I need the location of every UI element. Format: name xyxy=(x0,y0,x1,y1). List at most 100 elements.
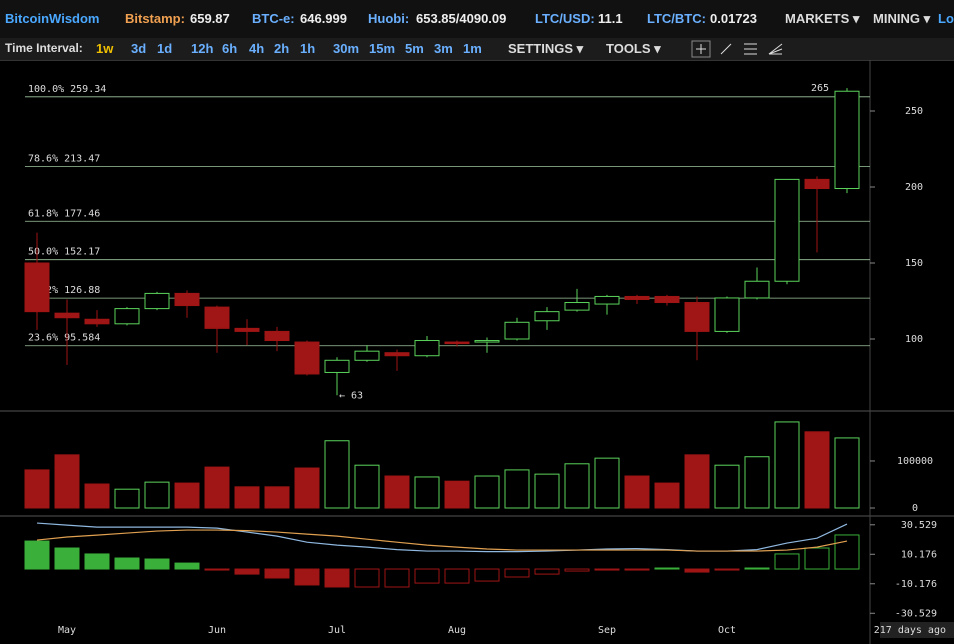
ticker-value: 11.1 xyxy=(598,11,623,26)
macd-bar xyxy=(204,568,230,571)
interval-button[interactable]: 3d xyxy=(131,41,147,56)
macd-bar xyxy=(384,568,410,588)
y-tick-label: 30.529 xyxy=(901,520,937,531)
interval-button[interactable]: 5m xyxy=(405,41,424,56)
volume-bar xyxy=(594,457,620,509)
y-tick-label: 0 xyxy=(912,503,918,514)
interval-button[interactable]: 1d xyxy=(157,41,173,56)
menu[interactable]: TOOLS ▾ xyxy=(606,41,661,56)
macd-bar xyxy=(744,567,770,570)
interval-button[interactable]: 2h xyxy=(274,41,290,56)
volume-bar xyxy=(234,486,260,509)
volume-bar xyxy=(144,481,170,509)
macd-bar xyxy=(114,557,140,570)
interval-button[interactable]: 30m xyxy=(333,41,360,56)
toolbar-label: Time Interval: xyxy=(5,41,83,55)
volume-bar xyxy=(84,483,110,509)
candle-body xyxy=(294,341,320,375)
candle-body xyxy=(24,262,50,313)
hlines-tool[interactable] xyxy=(744,43,757,55)
y-tick-label: 100000 xyxy=(897,456,933,467)
ticker-value: 646.999 xyxy=(300,11,347,26)
tool-icons[interactable] xyxy=(0,38,954,60)
volume-bar xyxy=(24,469,50,509)
ticker-label: BTC-e: xyxy=(252,11,295,26)
volume-bar xyxy=(294,467,320,509)
candle-body xyxy=(684,302,710,332)
volume-bar xyxy=(114,488,140,509)
volume-bar xyxy=(174,482,200,509)
ticker-value: 659.87 xyxy=(190,11,230,26)
volume-bar xyxy=(204,466,230,509)
ticker-label: LTC/BTC: xyxy=(647,11,706,26)
fib-label: 50.0% 152.17 xyxy=(28,247,100,258)
macd-bar xyxy=(294,568,320,586)
x-tick-label: Sep xyxy=(598,625,616,636)
x-tick-label: May xyxy=(58,625,76,636)
menu[interactable]: SETTINGS ▾ xyxy=(508,41,584,56)
candle-body xyxy=(234,327,260,332)
high-annotation: 265 xyxy=(811,83,829,94)
candle-body xyxy=(354,350,380,361)
candle-body xyxy=(534,311,560,322)
menu[interactable]: Lo xyxy=(938,11,954,26)
volume-bar xyxy=(534,473,560,509)
line-tool[interactable] xyxy=(720,43,732,55)
candle-body xyxy=(174,292,200,307)
macd-bar xyxy=(174,562,200,570)
volume-bar xyxy=(834,437,860,509)
volume-bar xyxy=(804,431,830,509)
volume-bar xyxy=(384,475,410,509)
volume-bar xyxy=(414,476,440,509)
macd-bar xyxy=(804,547,830,570)
macd-bar xyxy=(624,568,650,571)
interval-button[interactable]: 1m xyxy=(463,41,482,56)
x-tick-label: Aug xyxy=(448,625,466,636)
interval-button[interactable]: 12h xyxy=(191,41,214,56)
menu[interactable]: MARKETS ▾ xyxy=(785,11,860,26)
ticker-value: 0.01723 xyxy=(710,11,757,26)
interval-button[interactable]: 4h xyxy=(249,41,265,56)
y-tick-label: 250 xyxy=(905,106,923,117)
macd-bar xyxy=(84,553,110,570)
macd-bar xyxy=(594,568,620,571)
menu[interactable]: MINING ▾ xyxy=(873,11,931,26)
caret: ▾ xyxy=(849,11,860,26)
volume-bar xyxy=(324,440,350,509)
y-tick-label: -10.176 xyxy=(895,579,937,590)
interval-button[interactable]: 1h xyxy=(300,41,316,56)
crosshair-tool[interactable] xyxy=(691,40,711,58)
y-tick-label: 100 xyxy=(905,334,923,345)
fib-label: 38.2% 126.88 xyxy=(28,285,100,296)
macd-bar xyxy=(264,568,290,579)
interval-button[interactable]: 3m xyxy=(434,41,453,56)
interval-button[interactable]: 15m xyxy=(369,41,396,56)
fib-tool[interactable] xyxy=(768,43,783,55)
volume-bar xyxy=(264,486,290,509)
candle-body xyxy=(114,308,140,325)
fib-label: 100.0% 259.34 xyxy=(28,84,106,95)
volume-bar xyxy=(624,475,650,509)
macd-bar xyxy=(714,568,740,571)
candle-body xyxy=(654,295,680,304)
volume-bar xyxy=(774,421,800,509)
candle-body xyxy=(714,297,740,332)
brand[interactable]: BitcoinWisdom xyxy=(5,11,100,26)
candle-body xyxy=(204,306,230,329)
candle-body xyxy=(474,340,500,343)
macd-bar xyxy=(474,568,500,582)
volume-bar xyxy=(504,469,530,509)
macd-bar xyxy=(54,547,80,570)
candle-body xyxy=(324,359,350,373)
macd-bar xyxy=(774,553,800,570)
candle-body xyxy=(744,280,770,299)
candle-body xyxy=(144,292,170,310)
macd-bar xyxy=(324,568,350,588)
macd-line xyxy=(36,522,848,553)
status-text: 217 days ago xyxy=(874,625,946,636)
interval-button[interactable]: 1w xyxy=(96,41,114,56)
volume-bar xyxy=(564,463,590,509)
interval-button[interactable]: 6h xyxy=(222,41,238,56)
candle-body xyxy=(384,352,410,357)
